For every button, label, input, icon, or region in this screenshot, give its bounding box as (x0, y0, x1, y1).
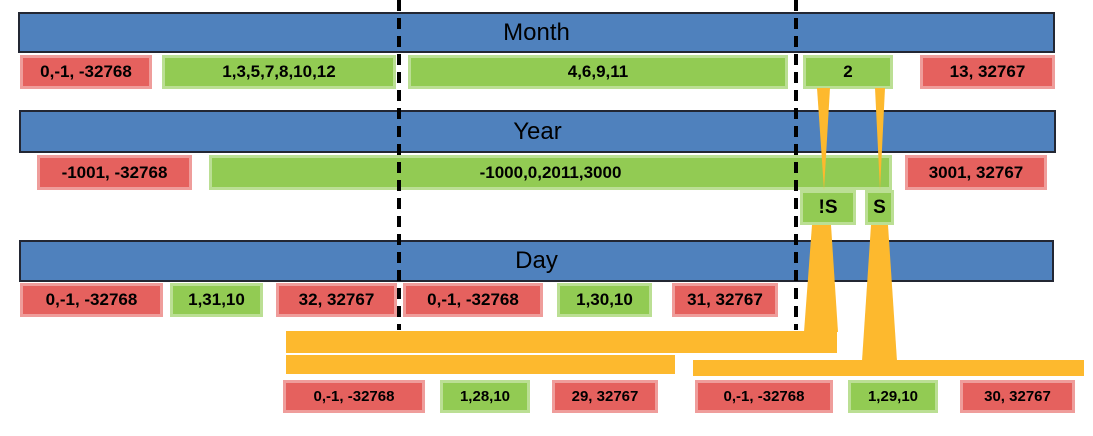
month-class-invalid-high: 13, 32767 (920, 55, 1055, 89)
partition-divider-left (397, 0, 401, 330)
year-title: Year (513, 117, 562, 145)
feb-leap-class-invalid-high: 30, 32767 (960, 380, 1075, 413)
year-class-invalid-high: 3001, 32767 (905, 155, 1047, 190)
day31-class-invalid-low: 0,-1, -32768 (20, 283, 163, 317)
partition-divider-right (794, 0, 798, 330)
feb-nonleap-class-invalid-high: 29, 32767 (552, 380, 658, 413)
day31-class-invalid-high: 32, 32767 (276, 283, 397, 317)
feb-nonleap-class-invalid-low: 0,-1, -32768 (283, 380, 425, 413)
year-range-bar: Year (19, 110, 1056, 153)
month-class-30-day-months: 4,6,9,11 (408, 55, 788, 89)
month-class-february: 2 (803, 55, 893, 89)
leap-year-flag: S (865, 190, 894, 225)
day31-class-valid: 1,31,10 (170, 283, 263, 317)
connector-rail-non-leap-upper (286, 331, 837, 353)
day30-class-invalid-high: 31, 32767 (672, 283, 778, 317)
month-title: Month (503, 18, 570, 46)
day30-class-invalid-low: 0,-1, -32768 (403, 283, 543, 317)
feb-leap-class-invalid-low: 0,-1, -32768 (695, 380, 833, 413)
year-class-invalid-low: -1001, -32768 (37, 155, 192, 190)
month-range-bar: Month (18, 12, 1055, 53)
feb-nonleap-class-valid: 1,28,10 (440, 380, 530, 413)
day30-class-valid: 1,30,10 (557, 283, 652, 317)
month-class-invalid-low: 0,-1, -32768 (20, 55, 152, 89)
non-leap-year-flag: !S (800, 190, 856, 225)
connector-rail-non-leap-lower (286, 355, 675, 374)
day-range-bar: Day (19, 240, 1054, 282)
feb-leap-class-valid: 1,29,10 (848, 380, 938, 413)
month-class-31-day-months: 1,3,5,7,8,10,12 (162, 55, 396, 89)
year-class-valid: -1000,0,2011,3000 (209, 155, 892, 190)
connector-rail-leap (693, 360, 1084, 376)
day-title: Day (515, 247, 558, 274)
